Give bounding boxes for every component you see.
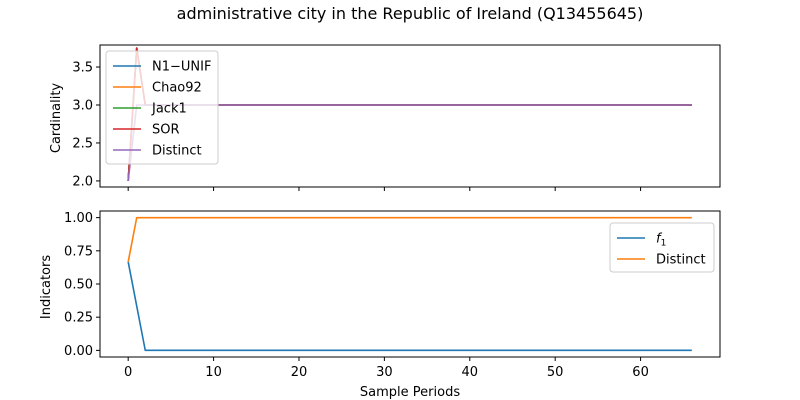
series-line	[127, 216, 692, 262]
axis-ticks: 2.0 2.5 3.0 3.5	[72, 61, 642, 191]
x-tick-label: 40	[462, 365, 479, 380]
x-axis-label: Sample Periods	[360, 385, 460, 400]
legend: f1 Distinct	[609, 222, 715, 273]
series-lines	[127, 216, 692, 352]
y-axis-label: Indicators	[39, 255, 54, 319]
chart-title: administrative city in the Republic of I…	[177, 4, 644, 23]
y-tick-label: 1.00	[64, 211, 93, 226]
x-tick-label: 60	[632, 365, 649, 380]
plot-frame	[99, 210, 721, 358]
series-line	[127, 261, 692, 352]
legend-label: Distinct	[152, 144, 202, 159]
indicators-plot: Indicators Sample Periods 0 10 20 30 40 50 600…	[39, 210, 721, 400]
legend-label: N1−UNIF	[152, 60, 211, 75]
y-tick-label: 2.0	[72, 174, 93, 189]
y-tick-label: 3.5	[72, 61, 93, 76]
x-tick-label: 20	[291, 365, 308, 380]
legend: N1−UNIF Chao92 Jack1 SOR Distinct	[105, 50, 219, 165]
y-tick-label: 0.50	[64, 278, 93, 293]
x-tick-label: 0	[124, 365, 132, 380]
legend-label: Distinct	[656, 253, 706, 268]
legend-frame	[105, 50, 219, 165]
x-tick-label: 30	[376, 365, 393, 380]
cardinality-plot: Cardinality 2.0 2.5 3.0 3.5 N1−UNIF Chao92 Ja…	[49, 44, 721, 191]
y-tick-label: 0.75	[64, 244, 93, 259]
plot-frame	[99, 44, 721, 188]
x-tick-label: 50	[547, 365, 564, 380]
legend-label: SOR	[152, 123, 180, 138]
legend-label: Chao92	[152, 81, 202, 96]
y-tick-label: 0.00	[64, 344, 93, 359]
y-tick-label: 2.5	[72, 136, 93, 151]
legend-label: f1	[656, 232, 666, 249]
y-tick-label: 3.0	[72, 98, 93, 113]
x-tick-label: 10	[205, 365, 222, 380]
y-tick-label: 0.25	[64, 311, 93, 326]
axis-ticks: 0 10 20 30 40 50 60 0.00 0.25 0.50 0.75 1.00	[64, 211, 649, 380]
y-axis-label: Cardinality	[49, 83, 64, 154]
legend-label: Jack1	[151, 102, 187, 117]
